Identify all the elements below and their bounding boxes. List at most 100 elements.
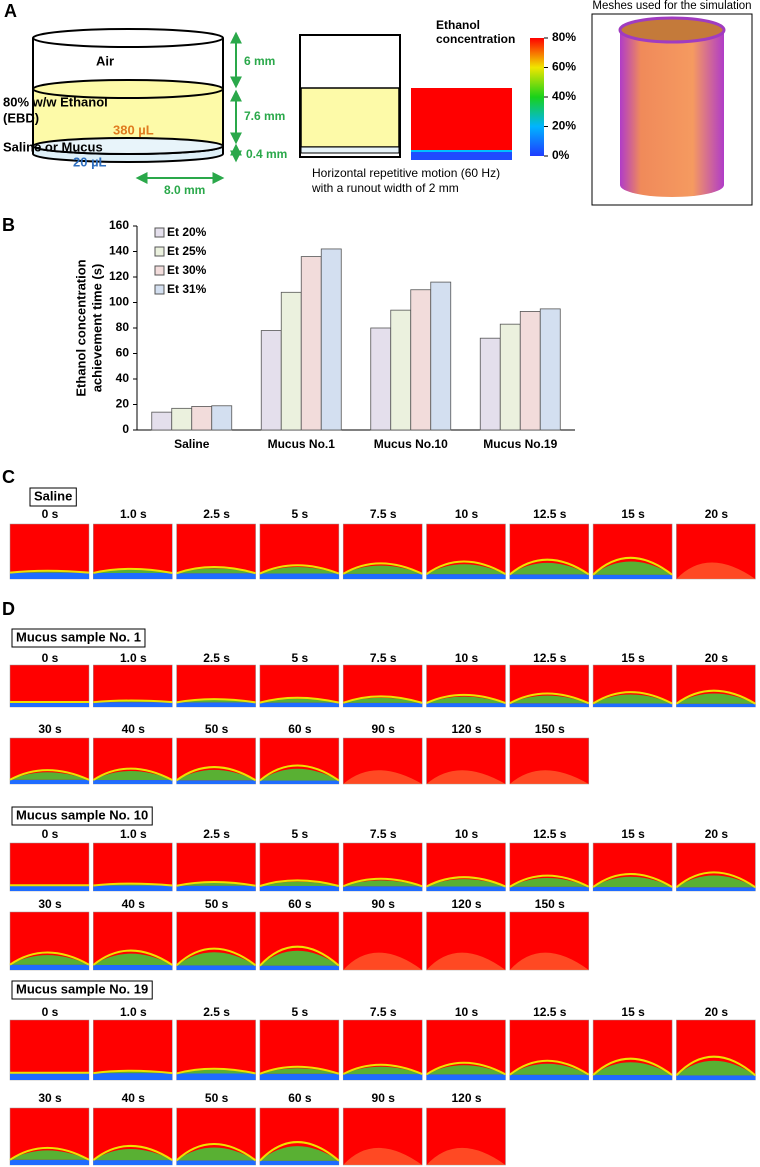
bar bbox=[390, 309, 412, 431]
label: 20 µL bbox=[73, 154, 107, 169]
label-box bbox=[11, 806, 153, 826]
frame-base bbox=[259, 702, 339, 707]
frame-base bbox=[593, 574, 673, 579]
label-box bbox=[29, 487, 77, 507]
legend-label: Et 30% bbox=[167, 263, 207, 277]
simulation-frame bbox=[92, 737, 173, 785]
colorbar-tick-label: 60% bbox=[552, 60, 576, 74]
frame-base bbox=[10, 1159, 89, 1165]
time-label: 15 s bbox=[621, 507, 645, 521]
frame-plume bbox=[259, 1068, 339, 1074]
panel-letter: B bbox=[2, 215, 15, 235]
frame-base bbox=[176, 1160, 256, 1165]
simulation-frame bbox=[425, 1019, 506, 1081]
bar bbox=[519, 311, 541, 431]
sample-label: Mucus sample No. 10 bbox=[16, 807, 148, 822]
y-tick-label: 100 bbox=[109, 295, 129, 309]
label: 8.0 mm bbox=[164, 183, 205, 197]
x-tick-label: Saline bbox=[174, 437, 210, 451]
simulation-frame bbox=[259, 737, 340, 785]
simulation-frame bbox=[425, 523, 507, 580]
frame-base bbox=[176, 1073, 256, 1080]
frame-base bbox=[676, 703, 756, 707]
legend-swatch bbox=[154, 284, 165, 295]
frame-base bbox=[426, 703, 506, 707]
frame-plume-edge bbox=[259, 564, 340, 575]
frame-bg bbox=[9, 842, 90, 892]
time-label: 15 s bbox=[621, 1005, 645, 1019]
x-tick-label: Mucus No.1 bbox=[268, 437, 336, 451]
frame-plume-edge bbox=[259, 945, 340, 967]
simulation-frame bbox=[675, 664, 756, 708]
time-label: 15 s bbox=[621, 651, 645, 665]
simulation-frame bbox=[592, 664, 673, 708]
frame-base bbox=[259, 965, 339, 970]
frame-base bbox=[343, 1074, 423, 1080]
frame-plume bbox=[426, 696, 506, 704]
simulation-frame bbox=[675, 1019, 757, 1081]
bar bbox=[280, 291, 302, 431]
simulation-frame bbox=[426, 842, 506, 892]
y-axis-label: achievement time (s) bbox=[89, 264, 104, 393]
frame-plume bbox=[176, 1147, 256, 1161]
frame-plume-edge bbox=[675, 1055, 757, 1077]
time-label: 60 s bbox=[288, 1091, 312, 1105]
frame-plume bbox=[676, 1060, 756, 1076]
time-label: 150 s bbox=[535, 897, 565, 911]
time-label: 5 s bbox=[292, 827, 309, 841]
simulation-frame bbox=[342, 911, 423, 971]
simulation-frame bbox=[259, 911, 340, 971]
frame-base bbox=[426, 1074, 506, 1080]
legend-label: Et 20% bbox=[167, 225, 207, 239]
frame-base bbox=[593, 1075, 673, 1080]
frame-plume bbox=[509, 1063, 589, 1075]
simulation-frame bbox=[342, 1107, 423, 1166]
simulation-frame bbox=[259, 1107, 340, 1166]
simulation-frame bbox=[509, 523, 590, 580]
frame-base bbox=[343, 886, 423, 891]
time-label: 12.5 s bbox=[533, 827, 567, 841]
simulation-frame bbox=[342, 842, 423, 892]
colorbar-title: Ethanol bbox=[436, 18, 480, 32]
time-label: 0 s bbox=[42, 827, 59, 841]
caption: with a runout width of 2 mm bbox=[311, 181, 459, 195]
simulation-frame bbox=[509, 842, 590, 892]
frame-plume bbox=[176, 769, 256, 781]
simulation-frame bbox=[342, 1019, 423, 1081]
frame-plume-edge bbox=[93, 1069, 173, 1075]
frame-plume bbox=[426, 879, 506, 887]
legend-swatch bbox=[154, 227, 165, 238]
simulation-frame bbox=[93, 842, 173, 892]
simulation-frame bbox=[509, 664, 590, 708]
frame-base bbox=[93, 702, 173, 707]
time-label: 5 s bbox=[292, 507, 309, 521]
time-label: 40 s bbox=[122, 1091, 146, 1105]
time-label: 1.0 s bbox=[120, 827, 147, 841]
frame-plume bbox=[593, 876, 673, 888]
frame-base bbox=[259, 780, 339, 784]
time-label: 120 s bbox=[451, 897, 481, 911]
time-label: 50 s bbox=[205, 722, 229, 736]
frame-plume bbox=[676, 562, 756, 579]
sample-label: Saline bbox=[34, 488, 72, 503]
frame-plume-edge bbox=[93, 699, 173, 704]
simulation-frame bbox=[176, 737, 257, 785]
frame-plume bbox=[343, 952, 423, 970]
y-tick-label: 20 bbox=[116, 397, 130, 411]
time-label: 30 s bbox=[38, 897, 62, 911]
time-label: 2.5 s bbox=[203, 827, 230, 841]
frame-plume-edge bbox=[93, 882, 173, 887]
simulation-frame bbox=[342, 664, 423, 708]
simulation-frame bbox=[175, 1107, 257, 1166]
bar bbox=[320, 248, 342, 431]
cross-section bbox=[299, 34, 544, 160]
bar bbox=[191, 406, 213, 431]
frame-plume-edge bbox=[425, 560, 507, 575]
frame-plume-edge bbox=[259, 1065, 340, 1075]
time-label: 20 s bbox=[705, 827, 729, 841]
time-label: 7.5 s bbox=[370, 507, 397, 521]
time-label: 120 s bbox=[451, 722, 481, 736]
frame-plume bbox=[426, 1147, 506, 1165]
bar bbox=[151, 411, 173, 431]
